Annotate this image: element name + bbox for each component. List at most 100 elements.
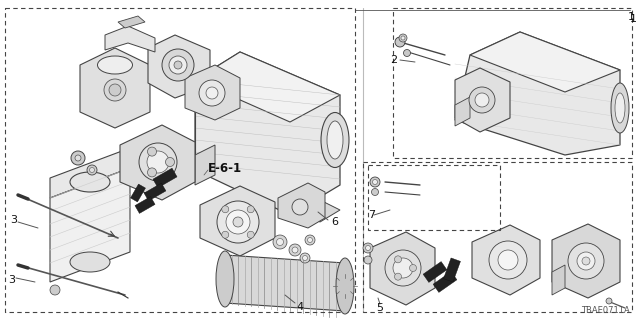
Circle shape (399, 34, 407, 42)
Circle shape (276, 238, 284, 245)
Circle shape (370, 177, 380, 187)
Circle shape (71, 151, 85, 165)
Ellipse shape (582, 257, 590, 265)
Circle shape (372, 180, 378, 185)
Polygon shape (153, 168, 177, 188)
Circle shape (606, 298, 612, 304)
Circle shape (307, 237, 312, 243)
Circle shape (147, 147, 157, 156)
Polygon shape (105, 26, 155, 52)
Polygon shape (195, 52, 340, 215)
Polygon shape (433, 272, 457, 292)
Polygon shape (225, 255, 345, 311)
Circle shape (403, 50, 410, 57)
Ellipse shape (70, 252, 110, 272)
Circle shape (292, 247, 298, 253)
Circle shape (401, 36, 405, 40)
Text: 7: 7 (368, 210, 375, 220)
Ellipse shape (336, 258, 354, 314)
Ellipse shape (104, 79, 126, 101)
Text: 4: 4 (296, 302, 303, 312)
Polygon shape (185, 65, 240, 120)
Polygon shape (131, 184, 145, 202)
Ellipse shape (162, 49, 194, 81)
Ellipse shape (169, 56, 187, 74)
Circle shape (166, 157, 175, 166)
Circle shape (303, 255, 307, 260)
Text: 5: 5 (376, 303, 383, 313)
Polygon shape (200, 186, 275, 256)
Polygon shape (144, 183, 166, 201)
Polygon shape (120, 125, 195, 200)
Ellipse shape (327, 121, 343, 159)
Polygon shape (195, 52, 340, 122)
Text: TBAE0711A: TBAE0711A (581, 306, 630, 315)
Circle shape (222, 231, 228, 238)
Polygon shape (423, 261, 447, 283)
Ellipse shape (70, 172, 110, 192)
Polygon shape (290, 195, 340, 222)
Ellipse shape (233, 217, 243, 227)
Polygon shape (80, 48, 150, 128)
Ellipse shape (139, 143, 177, 181)
Ellipse shape (321, 113, 349, 167)
Text: 2: 2 (390, 55, 397, 65)
Ellipse shape (97, 56, 132, 74)
Text: 1: 1 (630, 14, 637, 24)
Circle shape (364, 256, 372, 264)
Polygon shape (118, 16, 145, 28)
Polygon shape (552, 224, 620, 298)
Polygon shape (455, 32, 620, 155)
Polygon shape (455, 68, 510, 132)
Circle shape (292, 199, 308, 215)
Circle shape (273, 235, 287, 249)
Ellipse shape (568, 243, 604, 279)
Ellipse shape (216, 251, 234, 307)
Circle shape (410, 265, 417, 271)
Circle shape (395, 37, 405, 47)
Polygon shape (278, 183, 325, 228)
Circle shape (305, 235, 315, 245)
Circle shape (300, 253, 310, 263)
Ellipse shape (611, 83, 629, 133)
Ellipse shape (385, 250, 421, 286)
Polygon shape (135, 196, 155, 213)
Text: 6: 6 (332, 217, 339, 227)
Ellipse shape (498, 250, 518, 270)
Circle shape (87, 165, 97, 175)
Circle shape (50, 285, 60, 295)
Circle shape (365, 245, 371, 251)
Ellipse shape (109, 84, 121, 96)
Circle shape (289, 244, 301, 256)
Circle shape (371, 188, 378, 196)
Polygon shape (552, 265, 565, 295)
Circle shape (363, 243, 373, 253)
Text: E-6-1: E-6-1 (208, 162, 242, 174)
Circle shape (222, 206, 228, 213)
Polygon shape (470, 32, 620, 92)
Circle shape (247, 206, 254, 213)
Ellipse shape (206, 87, 218, 99)
Polygon shape (370, 232, 435, 305)
Ellipse shape (577, 252, 595, 270)
Ellipse shape (147, 151, 169, 173)
Ellipse shape (217, 201, 259, 243)
Circle shape (147, 168, 157, 177)
Ellipse shape (469, 87, 495, 113)
Polygon shape (148, 35, 210, 98)
Circle shape (90, 167, 95, 172)
Ellipse shape (393, 258, 413, 278)
Text: 3: 3 (8, 275, 15, 285)
Circle shape (247, 231, 254, 238)
Polygon shape (455, 97, 470, 126)
Ellipse shape (489, 241, 527, 279)
Text: 1: 1 (628, 12, 635, 22)
Ellipse shape (174, 61, 182, 69)
Circle shape (75, 155, 81, 161)
Polygon shape (50, 148, 130, 198)
Circle shape (394, 256, 401, 263)
Ellipse shape (226, 210, 250, 234)
Polygon shape (472, 225, 540, 295)
Circle shape (394, 273, 401, 280)
Ellipse shape (199, 80, 225, 106)
